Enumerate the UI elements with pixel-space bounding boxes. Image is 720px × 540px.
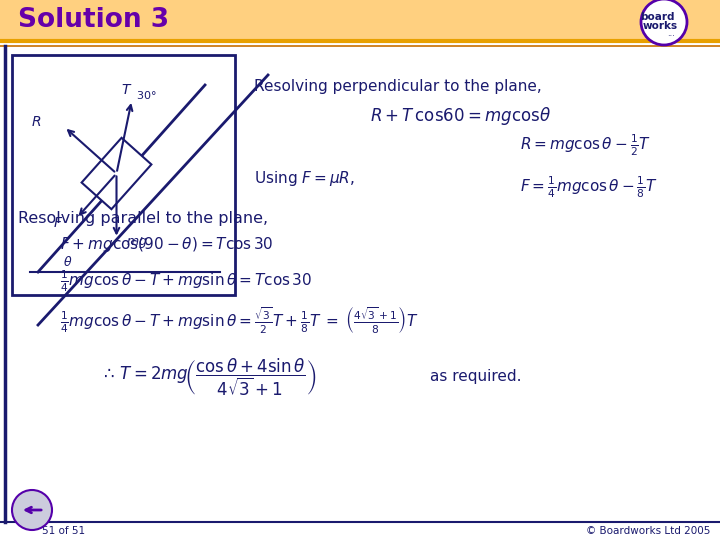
Text: board: board bbox=[640, 12, 674, 22]
Text: $\frac{1}{4}mg\cos\theta - T + mg\sin\theta = \frac{\sqrt{3}}{2}T + \frac{1}{8}T: $\frac{1}{4}mg\cos\theta - T + mg\sin\th… bbox=[60, 305, 418, 335]
Text: $mg$: $mg$ bbox=[126, 237, 148, 251]
Text: $30°$: $30°$ bbox=[137, 89, 157, 101]
Text: Using $F = \mu R$,: Using $F = \mu R$, bbox=[254, 168, 355, 187]
Bar bbox=[0, 0, 720, 40]
Text: 51 of 51: 51 of 51 bbox=[42, 526, 85, 536]
Circle shape bbox=[12, 490, 52, 530]
Text: $\frac{1}{4}mg\cos\theta - T + mg\sin\theta = T\cos 30$: $\frac{1}{4}mg\cos\theta - T + mg\sin\th… bbox=[60, 268, 312, 294]
Text: works: works bbox=[642, 21, 678, 31]
Text: Resolving perpendicular to the plane,: Resolving perpendicular to the plane, bbox=[254, 79, 541, 94]
Text: $R = mg\cos\theta - \frac{1}{2}T$: $R = mg\cos\theta - \frac{1}{2}T$ bbox=[520, 132, 651, 158]
Text: $T$: $T$ bbox=[121, 83, 132, 97]
Text: $F$: $F$ bbox=[53, 216, 63, 230]
Text: $\therefore\, T = 2mg\!\left(\dfrac{\cos\theta + 4\sin\theta}{4\sqrt{3}+1}\right: $\therefore\, T = 2mg\!\left(\dfrac{\cos… bbox=[100, 356, 316, 397]
Text: as required.: as required. bbox=[430, 369, 521, 384]
Text: $R$: $R$ bbox=[31, 115, 42, 129]
Text: $R + T\,\mathrm{cos}60 = mg\mathrm{cos}\theta$: $R + T\,\mathrm{cos}60 = mg\mathrm{cos}\… bbox=[369, 105, 551, 127]
Text: $\theta$: $\theta$ bbox=[63, 255, 73, 269]
Text: Resolving parallel to the plane,: Resolving parallel to the plane, bbox=[18, 211, 268, 226]
Circle shape bbox=[641, 0, 687, 45]
Text: ...: ... bbox=[667, 29, 675, 37]
Text: $F + mg\cos(90 - \theta) = T\cos 30$: $F + mg\cos(90 - \theta) = T\cos 30$ bbox=[60, 234, 274, 253]
Polygon shape bbox=[81, 138, 151, 209]
Text: Solution 3: Solution 3 bbox=[18, 7, 169, 33]
Text: © Boardworks Ltd 2005: © Boardworks Ltd 2005 bbox=[585, 526, 710, 536]
Text: $F = \frac{1}{4}mg\cos\theta - \frac{1}{8}T$: $F = \frac{1}{4}mg\cos\theta - \frac{1}{… bbox=[520, 174, 658, 200]
Bar bbox=[12, 55, 235, 295]
